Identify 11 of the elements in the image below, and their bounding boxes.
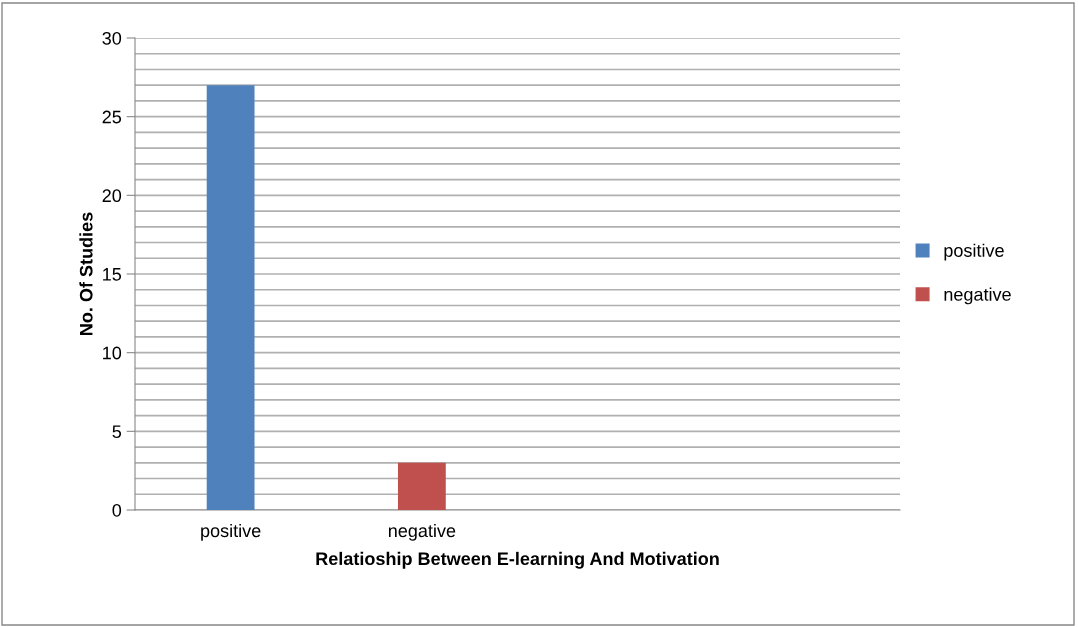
legend-label: negative	[944, 287, 1011, 305]
y-tick-label: 5	[112, 425, 122, 439]
x-axis-title: Relatioship Between E-learning And Motivation	[316, 551, 719, 569]
y-tick-label: 20	[102, 189, 122, 203]
y-tick-label: 15	[103, 268, 122, 281]
y-tick-label: 25	[102, 110, 122, 124]
y-tick-label: 10	[103, 346, 122, 360]
y-axis-title: No. Of Studies	[79, 212, 93, 335]
legend-label: positive	[944, 243, 1004, 261]
y-tick-label: 30	[102, 31, 122, 45]
y-tick-label: 0	[112, 503, 122, 517]
